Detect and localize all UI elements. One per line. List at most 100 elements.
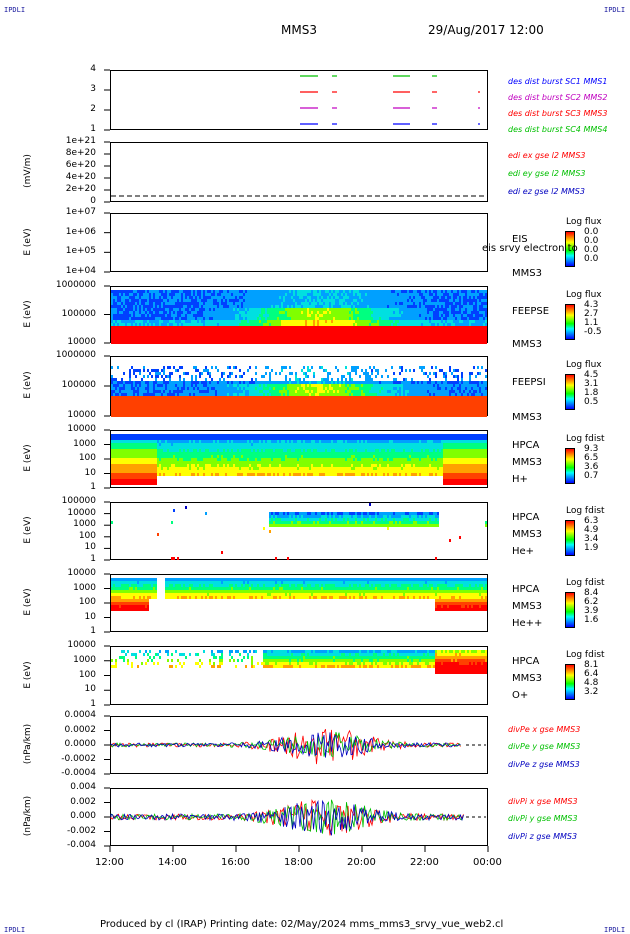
y-axis-label: E (eV)	[23, 660, 33, 689]
colorbar-label: 6.3	[584, 516, 599, 526]
time-tick-label: 00:00	[473, 857, 502, 868]
legend-entry: des dist burst SC1 MMS1	[508, 77, 608, 86]
y-axis-label: E (eV)	[23, 588, 33, 616]
colorbar-label: 1.9	[584, 543, 599, 553]
ytick-label: 0.0002	[64, 724, 97, 735]
overlay-text: eis srvy electron to	[482, 243, 578, 254]
colorbar-label: 0.7	[584, 471, 599, 481]
instrument-label: O+	[512, 690, 529, 701]
colorbar-title: Log fdist	[566, 434, 605, 444]
colorbar-title: Log flux	[566, 217, 602, 227]
ytick-label: 10	[84, 611, 96, 622]
ytick-label: 0.000	[70, 811, 96, 821]
panel-edi_e	[110, 142, 488, 202]
ytick-label: 1000	[73, 654, 96, 665]
instrument-label: HPCA	[512, 584, 540, 595]
page-title: MMS3	[281, 23, 317, 37]
colorbar-label: 9.3	[584, 444, 599, 454]
ytick-label: 4e+20	[65, 172, 96, 182]
y-axis-label: E (eV)	[23, 299, 33, 328]
colorbar-label: 1.8	[584, 388, 599, 398]
ytick-label: 1e+04	[65, 266, 96, 276]
ytick-label: 1	[90, 554, 96, 564]
ytick-label: 3	[90, 84, 96, 94]
ytick-label: 2e+20	[65, 184, 96, 194]
colorbar-label: 6.5	[584, 453, 599, 463]
ytick-label: 1	[90, 124, 96, 134]
instrument-label: MMS3	[512, 529, 542, 540]
legend-entry: divPe y gse MMS3	[508, 742, 581, 752]
instrument-label: He++	[512, 618, 543, 629]
instrument-label: MMS3	[512, 457, 542, 468]
time-tick-label: 20:00	[347, 857, 376, 868]
ytick-label: 0	[90, 196, 96, 206]
instrument-label: FEEPSE	[512, 305, 550, 317]
ytick-label: 10	[84, 684, 96, 695]
ytick-label: -0.0004	[61, 768, 96, 778]
instrument-label: He+	[512, 546, 535, 557]
y-axis-label: (mV/m)	[23, 154, 33, 188]
colorbar-label: 3.4	[584, 534, 599, 544]
ytick-label: 1000	[73, 519, 96, 530]
y-axis-label: E (eV)	[23, 516, 33, 544]
y-axis-label: E (eV)	[23, 227, 33, 256]
colorbar-label: 0.0	[584, 236, 599, 246]
colorbar	[565, 520, 575, 556]
colorbar-label: 4.8	[584, 678, 599, 688]
colorbar-label: 4.3	[584, 300, 599, 310]
ytick-label: 1e+05	[65, 246, 96, 257]
corner-label-bottom-left: IPDLI	[4, 926, 26, 934]
instrument-label: FEEPSI	[512, 377, 546, 388]
legend-entry: des dist burst SC3 MMS3	[508, 109, 608, 118]
ytick-label: 2	[90, 104, 96, 114]
ytick-label: 100000	[61, 308, 96, 319]
ytick-label: 10000	[67, 424, 96, 434]
legend-entry: des dist burst SC2 MMS2	[508, 93, 608, 102]
legend-entry: divPi z gse MMS3	[508, 831, 578, 841]
ytick-label: 1	[90, 699, 96, 709]
colorbar-label: 3.6	[584, 462, 599, 472]
time-tick-label: 18:00	[284, 857, 313, 868]
ytick-label: 8e+20	[65, 148, 96, 158]
y-axis-label: (nPa/km)	[23, 795, 33, 837]
colorbar-label: 0.0	[584, 227, 599, 237]
colorbar	[565, 304, 575, 340]
ytick-label: 1e+21	[65, 136, 96, 146]
ytick-label: 100	[78, 453, 96, 463]
colorbar-label: 3.2	[584, 687, 599, 697]
instrument-label: MMS3	[512, 339, 542, 350]
ytick-label: 1000	[73, 438, 96, 449]
ytick-label: 0.004	[70, 782, 96, 792]
colorbar-label: -0.5	[584, 327, 602, 337]
ytick-label: -0.0002	[61, 753, 96, 764]
panel-eis	[110, 213, 488, 272]
colorbar-label: 0.5	[584, 397, 599, 407]
legend-entry: des dist burst SC4 MMS4	[508, 125, 608, 134]
colorbar-label: 3.1	[584, 379, 599, 389]
ytick-label: 10000	[67, 507, 96, 518]
ytick-label: 10	[84, 542, 96, 553]
time-tick-label: 16:00	[221, 857, 250, 868]
corner-label-top-left: IPDLI	[4, 6, 26, 14]
colorbar-label: 6.4	[584, 669, 599, 679]
legend-entry: divPi x gse MMS3	[508, 796, 578, 806]
ytick-label: -0.004	[66, 840, 96, 850]
colorbar-label: 0.0	[584, 245, 599, 255]
legend-entry: edi ex gse l2 MMS3	[508, 151, 586, 160]
ytick-label: 1000	[73, 582, 96, 593]
colorbar-title: Log fdist	[566, 578, 605, 588]
instrument-label: H+	[512, 474, 528, 485]
colorbar	[565, 231, 575, 267]
legend-entry: edi ey gse l2 MMS3	[508, 169, 586, 178]
legend-entry: divPe x gse MMS3	[508, 724, 581, 734]
time-tick-label: 12:00	[95, 857, 124, 868]
ytick-label: 4	[90, 64, 96, 74]
y-axis-label: E (eV)	[23, 371, 33, 399]
instrument-label: HPCA	[512, 440, 540, 451]
instrument-label: MMS3	[512, 412, 542, 423]
ytick-label: -0.002	[66, 825, 96, 836]
colorbar-label: 8.4	[584, 588, 599, 598]
instrument-label: EIS	[512, 233, 528, 245]
ytick-label: 0.002	[70, 796, 96, 807]
